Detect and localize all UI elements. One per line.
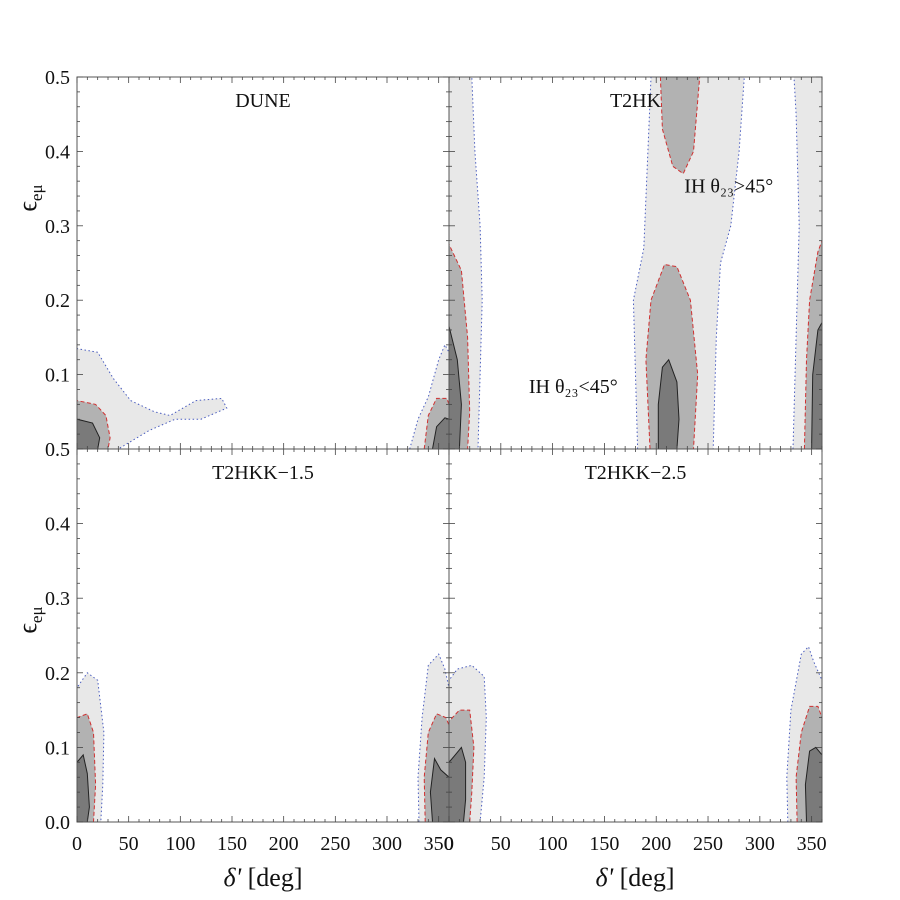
y-axis-title-top: ϵeμ [13,184,46,211]
x-tick-label: 50 [119,833,139,855]
y-tick-label: 0.2 [45,663,70,685]
y-tick-label: 0.0 [45,812,70,834]
contour-annotation: IH θ₂₃<45° [529,376,618,398]
x-tick-label: 350 [797,833,827,855]
y-tick-label: 0.5 [45,439,70,461]
x-tick-label: 150 [217,833,247,855]
y-tick-label: 0.5 [45,67,70,89]
y-tick-label: 0.1 [45,365,70,387]
y-axis-title-bottom: ϵeμ [13,606,46,633]
panel-frame [76,448,450,823]
panel-title: T2HK [610,90,662,112]
x-tick-label: 200 [641,833,671,855]
x-tick-label: 150 [589,833,619,855]
panel-4: T2HKK−2.5 [448,448,823,823]
contour-inner-region [77,418,101,449]
x-tick-label: 250 [320,833,350,855]
x-tick-label: 50 [491,833,511,855]
panel-3: T2HKK−1.5 [76,448,450,823]
y-tick-label: 0.4 [45,514,70,536]
x-tick-label: 100 [165,833,195,855]
y-tick-label: 0.2 [45,290,70,312]
contour-outer-region [77,348,228,449]
panel-frame [76,76,450,450]
x-tick-label: 300 [372,833,402,855]
x-tick-label: 350 [424,833,454,855]
x-tick-label: 100 [538,833,568,855]
panel-title: DUNE [235,90,291,112]
x-tick-label: 0 [72,833,82,855]
contour-annotation: IH θ₂₃>45° [684,175,773,197]
contour-inner-region [804,746,822,822]
panel-frame [448,76,823,450]
x-tick-label: 250 [693,833,723,855]
panel-frame [448,448,823,823]
panel-1: DUNE [76,76,450,450]
y-tick-label: 0.3 [45,216,70,238]
y-tick-label: 0.3 [45,588,70,610]
x-axis-title-right: δ' [deg] [595,863,674,892]
contour-inner-region [431,417,449,449]
panel-title: T2HKK−2.5 [585,462,687,484]
panel-2: T2HK IH θ₂₃>45° IH θ₂₃<45° [448,76,823,450]
y-tick-label: 0.4 [45,141,70,163]
y-tick-label: 0.1 [45,737,70,759]
panel-title: T2HKK−1.5 [212,462,314,484]
contour-inner-region [77,753,90,822]
contour-inner-region [657,358,680,449]
contour-middle-region [659,77,701,175]
x-tick-label: 200 [269,833,299,855]
contour-inner-region [449,326,462,449]
contour-inner-region [429,757,449,822]
contour-inner-region [449,746,467,822]
contour-inner-region [811,322,822,449]
x-tick-label: 300 [745,833,775,855]
x-axis-title-left: δ' [deg] [223,863,302,892]
x-tick-label: 0 [444,833,454,855]
